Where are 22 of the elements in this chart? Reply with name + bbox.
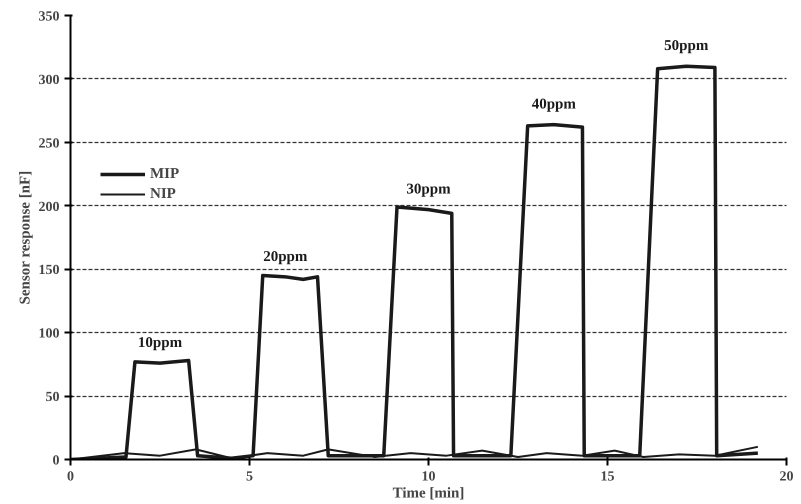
y-tick-label: 250 <box>38 136 60 152</box>
annotation: 10ppm <box>138 335 183 352</box>
y-tick-label: 150 <box>38 263 60 278</box>
annotation: 50ppm <box>664 38 709 54</box>
legend-label: NIP <box>150 186 176 202</box>
y-tick-label: 350 <box>38 10 60 24</box>
x-tick-label: 10 <box>422 470 436 484</box>
y-tick-label: 50 <box>46 390 60 406</box>
x-tick-label: 5 <box>246 470 253 484</box>
y-tick-label: 200 <box>38 200 60 215</box>
x-tick-label: 15 <box>600 470 614 484</box>
annotation: 40ppm <box>532 96 576 113</box>
y-axis-title: Sensor response [nF] <box>18 170 34 304</box>
x-tick-label: 0 <box>67 470 74 484</box>
y-tick-label: 300 <box>38 72 60 88</box>
x-axis-title: Time [min] <box>392 486 464 502</box>
annotation: 20ppm <box>263 248 308 265</box>
annotation: 30ppm <box>406 182 452 198</box>
y-tick-label: 100 <box>38 326 60 342</box>
y-tick-label: 0 <box>52 454 60 468</box>
legend-label: MIP <box>150 166 180 182</box>
x-tick-label: 20 <box>780 470 794 484</box>
